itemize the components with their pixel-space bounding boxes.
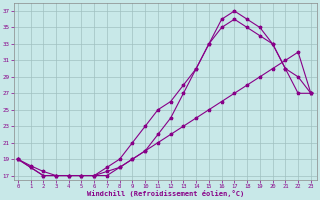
X-axis label: Windchill (Refroidissement éolien,°C): Windchill (Refroidissement éolien,°C) xyxy=(87,190,244,197)
